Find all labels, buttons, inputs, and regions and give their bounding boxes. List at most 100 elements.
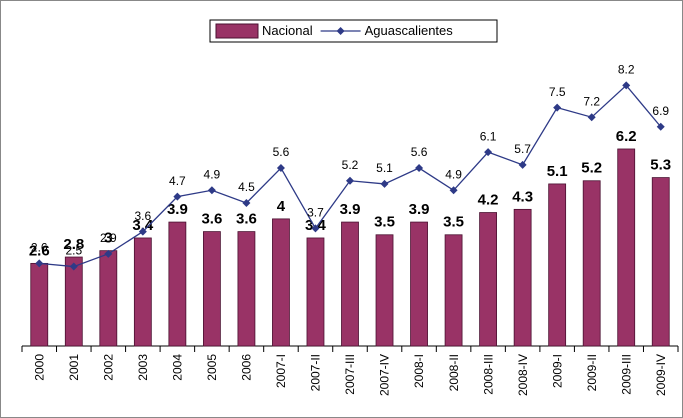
- bar-value-label: 2.6: [29, 242, 50, 259]
- line-value-label: 5.7: [514, 142, 531, 156]
- line-marker: [656, 122, 665, 131]
- bar-value-label: 3.4: [132, 217, 154, 234]
- bar-value-label: 4: [277, 198, 286, 215]
- bar: [64, 256, 83, 347]
- x-tick-label: 2008-IV: [516, 354, 530, 396]
- bar: [133, 237, 152, 347]
- bar-value-label: 3.9: [409, 201, 430, 218]
- x-tick-label: 2004: [171, 354, 185, 381]
- line-marker: [622, 81, 631, 90]
- line-value-label: 4.5: [238, 180, 255, 194]
- line-value-label: 5.6: [411, 145, 428, 159]
- line-value-label: 5.6: [273, 145, 290, 159]
- bar: [582, 180, 601, 347]
- bar: [168, 221, 187, 347]
- line-value-label: 7.2: [583, 94, 600, 108]
- line-marker: [138, 227, 147, 236]
- x-tick-label: 2007-III: [343, 354, 357, 395]
- bar-value-label: 6.2: [616, 128, 637, 145]
- bar: [99, 250, 118, 347]
- line-value-label: 3.6: [134, 209, 151, 223]
- line-value-label: 4.7: [169, 174, 186, 188]
- x-tick-label: 2009-III: [619, 354, 633, 395]
- line-marker: [311, 224, 320, 233]
- line-marker: [518, 160, 527, 169]
- line-marker: [276, 164, 285, 173]
- bar-value-label: 5.2: [581, 160, 602, 177]
- bar: [651, 177, 670, 347]
- x-tick-label: 2008-I: [412, 354, 426, 388]
- legend: Nacional Aguascalientes: [209, 19, 498, 43]
- line-value-label: 6.9: [652, 104, 669, 118]
- bar: [202, 231, 221, 347]
- line-value-label: 2.9: [100, 231, 117, 245]
- line-marker: [173, 192, 182, 201]
- line-value-label: 4.9: [445, 167, 462, 181]
- x-tick-label: 2003: [136, 354, 150, 381]
- bar-value-label: 3: [104, 230, 112, 247]
- bar: [341, 221, 359, 347]
- line-marker: [380, 179, 389, 188]
- line-value-label: 5.2: [342, 158, 359, 172]
- bar: [513, 208, 532, 347]
- bar-value-label: 5.3: [650, 157, 671, 174]
- line-value-label: 8.2: [618, 63, 635, 77]
- bar-value-label: 3.5: [443, 214, 464, 231]
- line-value-label: 3.7: [307, 206, 324, 220]
- line-marker: [553, 103, 562, 112]
- bar: [617, 148, 636, 347]
- bar-value-label: 4.2: [478, 192, 499, 209]
- bar: [237, 231, 256, 347]
- x-tick-label: 2009-II: [585, 354, 599, 391]
- bar-value-label: 3.6: [201, 211, 222, 228]
- bar: [272, 218, 290, 347]
- line-marker: [104, 249, 113, 258]
- line-marker: [449, 186, 458, 195]
- line-marker: [242, 199, 251, 207]
- bar: [410, 221, 428, 347]
- line-marker: [484, 148, 493, 157]
- line-marker: [587, 113, 596, 122]
- x-tick-label: 2008-III: [481, 354, 495, 395]
- bar-value-label: 5.1: [547, 163, 568, 180]
- x-tick-label: 2001: [67, 354, 81, 381]
- bar: [479, 212, 498, 347]
- legend-marker: [336, 27, 345, 35]
- bar-value-label: 2.8: [63, 236, 84, 253]
- line-marker: [69, 262, 78, 271]
- line-value-label: 4.9: [204, 167, 221, 181]
- bar-value-label: 3.9: [340, 201, 361, 218]
- bar: [375, 234, 394, 347]
- legend-swatch: [215, 23, 259, 39]
- x-tick-label: 2007-I: [274, 354, 288, 388]
- line-value-label: 5.1: [376, 161, 393, 175]
- bar-value-label: 3.6: [236, 211, 257, 228]
- line-marker: [346, 176, 354, 185]
- bar: [306, 237, 325, 347]
- line-value-label: 2.5: [65, 244, 82, 258]
- bar-value-label: 3.5: [374, 214, 395, 231]
- x-tick-label: 2008-II: [447, 354, 461, 391]
- legend-label: Aguascalientes: [365, 23, 454, 38]
- line-marker: [415, 164, 424, 173]
- bar: [548, 183, 567, 347]
- x-tick-label: 2007-IV: [378, 354, 392, 396]
- x-tick-label: 2009-I: [550, 354, 564, 388]
- bar: [30, 262, 49, 347]
- line-value-label: 7.5: [549, 85, 566, 99]
- bar-value-label: 3.9: [167, 201, 188, 218]
- line-marker: [35, 259, 44, 268]
- legend-label: Nacional: [262, 23, 313, 38]
- line-marker: [207, 186, 216, 195]
- x-tick-label: 2007-II: [309, 354, 323, 391]
- bar-value-label: 4.3: [512, 188, 533, 205]
- x-tick-label: 2000: [32, 354, 46, 381]
- line-value-label: 6.1: [480, 129, 497, 143]
- x-tick-label: 2009-IV: [654, 354, 668, 396]
- line-value-label: 2.6: [31, 241, 48, 255]
- bar: [444, 234, 463, 347]
- x-tick-label: 2002: [101, 354, 115, 381]
- x-tick-label: 2005: [205, 354, 219, 381]
